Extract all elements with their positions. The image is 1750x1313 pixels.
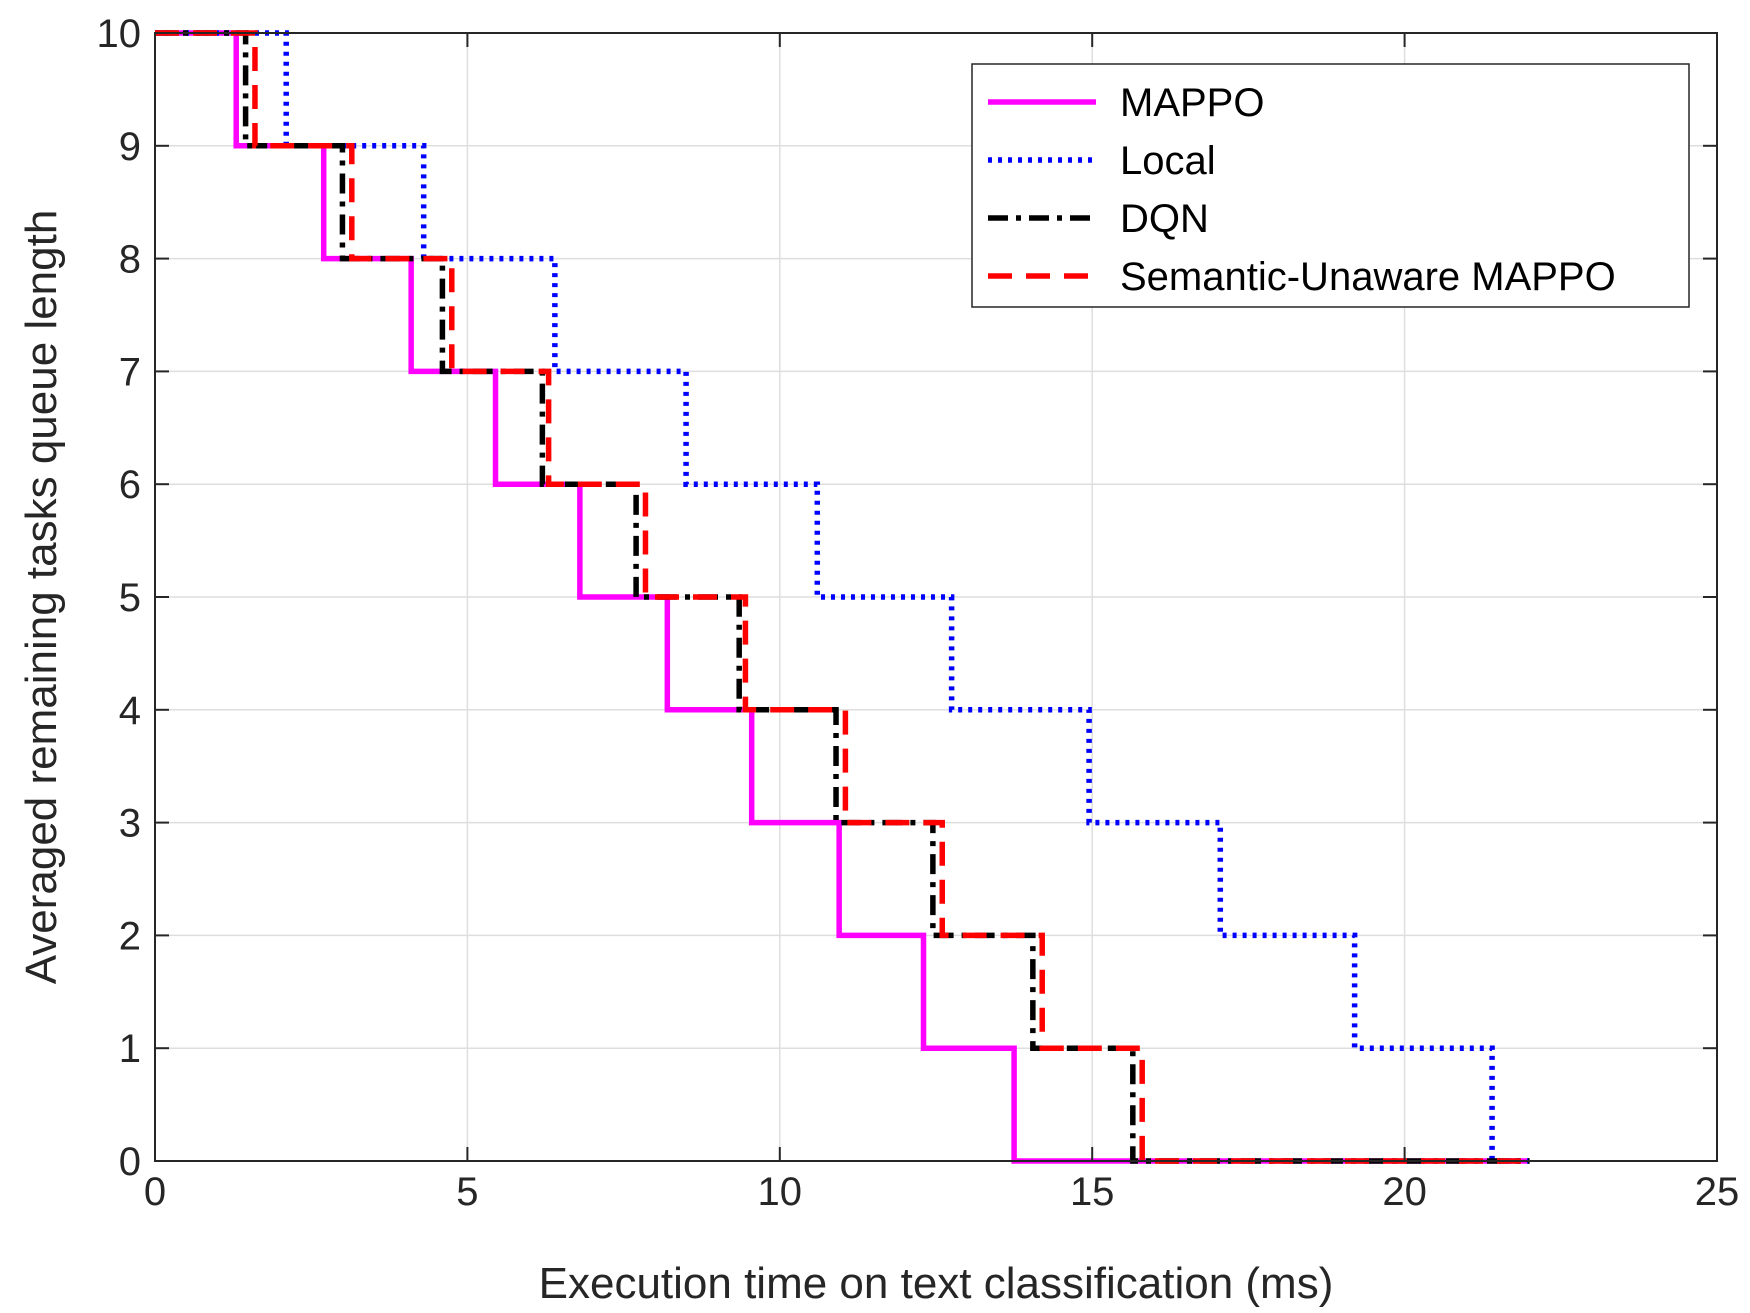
tick-labels: 0 5 10 15 20 25 0 1 2 3 4 5 6 7 8 9 10 [97, 12, 1740, 1214]
legend: MAPPO Local DQN Semantic-Unaware MAPPO [971, 63, 1690, 308]
series-line-dqn [155, 30, 1530, 1164]
x-tick-label: 10 [758, 1170, 803, 1214]
y-tick-label: 1 [119, 1027, 141, 1071]
y-axis-label: Averaged remaining tasks queue length [17, 210, 66, 985]
series-line-semantic-unaware-mappo [155, 30, 1530, 1164]
y-tick-label: 9 [119, 125, 141, 169]
y-tick-label: 6 [119, 463, 141, 507]
x-axis-label: Execution time on text classification (m… [539, 1259, 1334, 1308]
legend-label: Local [1120, 139, 1216, 183]
y-tick-label: 10 [97, 12, 142, 56]
y-tick-label: 4 [119, 689, 141, 733]
y-tick-label: 7 [119, 350, 141, 394]
x-tick-label: 0 [144, 1170, 166, 1214]
x-tick-label: 25 [1695, 1170, 1740, 1214]
series-line-mappo [155, 30, 1530, 1164]
y-tick-label: 2 [119, 914, 141, 958]
series-layer [155, 30, 1530, 1164]
x-tick-label: 15 [1070, 1170, 1115, 1214]
y-tick-label: 3 [119, 802, 141, 846]
legend-label: MAPPO [1120, 81, 1264, 125]
legend-label: Semantic-Unaware MAPPO [1120, 255, 1616, 299]
legend-label: DQN [1120, 197, 1209, 241]
x-tick-label: 5 [456, 1170, 478, 1214]
x-tick-label: 20 [1382, 1170, 1427, 1214]
series-line-local [155, 30, 1530, 1164]
y-tick-label: 0 [119, 1140, 141, 1184]
y-tick-label: 8 [119, 238, 141, 282]
ticks [154, 32, 1718, 1162]
y-tick-label: 5 [119, 576, 141, 620]
